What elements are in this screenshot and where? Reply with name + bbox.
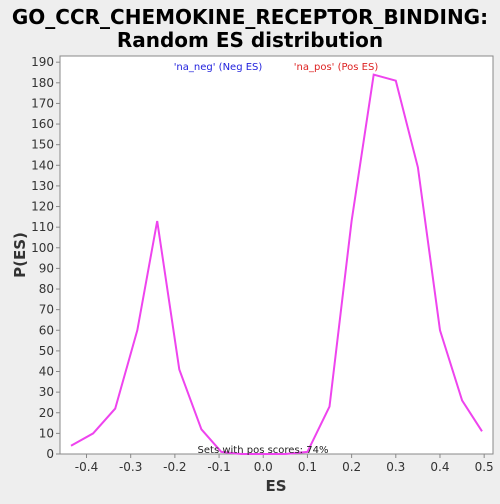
y-tick-label: 90 — [39, 261, 54, 275]
legend-entry: 'na_pos' (Pos ES) — [294, 62, 379, 73]
x-tick-label: -0.3 — [119, 460, 142, 474]
legend-entry: 'na_neg' (Neg ES) — [174, 62, 263, 73]
y-tick-label: 10 — [39, 426, 54, 440]
chart-title-line1: GO_CCR_CHEMOKINE_RECEPTOR_BINDING: — [12, 5, 488, 29]
y-tick-label: 120 — [31, 200, 54, 214]
chart-title-line2: Random ES distribution — [117, 28, 383, 52]
x-axis-label: ES — [265, 477, 286, 495]
y-tick-label: 60 — [39, 323, 54, 337]
y-tick-label: 20 — [39, 406, 54, 420]
y-tick-label: 150 — [31, 138, 54, 152]
annotation-text: Sets with pos scores: 74% — [198, 445, 329, 456]
x-tick-label: 0.0 — [254, 460, 273, 474]
y-tick-label: 70 — [39, 303, 54, 317]
y-tick-label: 30 — [39, 385, 54, 399]
y-tick-label: 110 — [31, 220, 54, 234]
series-line — [70, 73, 483, 455]
y-axis-label: P(ES) — [11, 232, 29, 278]
x-axis: -0.4 -0.3 -0.2 -0.1 0.0 0.1 0.2 0.3 0.4 0.5 — [75, 454, 494, 474]
y-axis: 0 10 20 30 40 50 60 70 80 90 100 110 120 130 140 150 160… — [31, 55, 60, 461]
x-tick-label: 0.4 — [430, 460, 449, 474]
x-tick-label: 0.3 — [386, 460, 405, 474]
y-tick-label: 190 — [31, 55, 54, 69]
y-tick-label: 40 — [39, 365, 54, 379]
y-tick-label: 140 — [31, 158, 54, 172]
x-tick-label: 0.2 — [342, 460, 361, 474]
x-tick-label: -0.1 — [207, 460, 230, 474]
y-tick-label: 130 — [31, 179, 54, 193]
x-tick-label: -0.2 — [163, 460, 186, 474]
x-tick-label: 0.1 — [298, 460, 317, 474]
y-tick-label: 80 — [39, 282, 54, 296]
y-tick-label: 160 — [31, 117, 54, 131]
y-tick-label: 50 — [39, 344, 54, 358]
y-tick-label: 100 — [31, 241, 54, 255]
x-tick-label: 0.5 — [475, 460, 494, 474]
y-tick-label: 180 — [31, 76, 54, 90]
plot-area — [59, 55, 494, 455]
y-tick-label: 0 — [46, 447, 54, 461]
x-tick-label: -0.4 — [75, 460, 98, 474]
legend: 'na_neg' (Neg ES) 'na_pos' (Pos ES) — [174, 62, 379, 73]
y-tick-label: 170 — [31, 96, 54, 110]
